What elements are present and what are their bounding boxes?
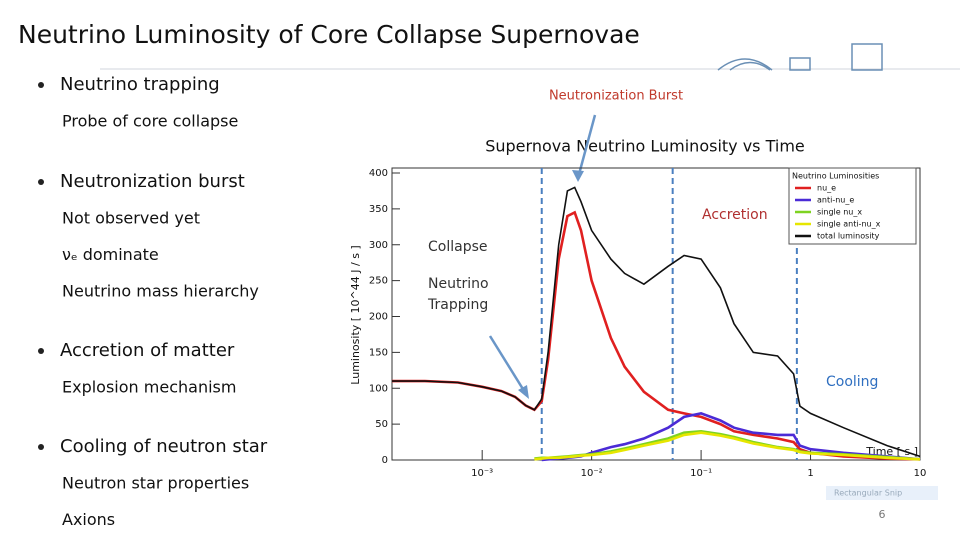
y-tick-label: 100 <box>369 383 388 394</box>
y-tick-label: 250 <box>369 276 388 287</box>
x-tick-label: 1 <box>807 468 813 479</box>
x-tick-label: 10⁻³ <box>471 468 493 479</box>
series-line <box>534 431 921 461</box>
bullet-text: Cooling of neutron star <box>60 436 268 457</box>
legend-label: anti-nu_e <box>817 196 854 205</box>
arrow-head <box>518 385 529 399</box>
sub-bullet-text: νₑ dominate <box>62 245 159 264</box>
sub-bullet-text: Axions <box>62 510 115 529</box>
x-tick-label: 10⁻² <box>581 468 603 479</box>
sub-bullet-text: Explosion mechanism <box>62 378 236 397</box>
sub-bullet-text: Neutron star properties <box>62 474 249 493</box>
annotation: Neutronization Burst <box>549 89 683 104</box>
slide-title: Neutrino Luminosity of Core Collapse Sup… <box>18 20 640 49</box>
x-tick-label: 10⁻¹ <box>690 468 712 479</box>
legend-label: nu_e <box>817 184 836 193</box>
page-number: 6 <box>879 508 886 521</box>
snip-label: Rectangular Snip <box>834 489 902 498</box>
y-tick-label: 300 <box>369 240 388 251</box>
legend-label: single nu_x <box>817 208 862 217</box>
arrow-head <box>572 170 584 182</box>
chart-title: Supernova Neutrino Luminosity vs Time <box>485 137 805 156</box>
legend-title: Neutrino Luminosities <box>792 172 879 181</box>
x-tick-label: 10 <box>914 468 927 479</box>
y-tick-label: 150 <box>369 347 388 358</box>
logo <box>717 43 883 71</box>
bullet-text: Accretion of matter <box>60 340 235 361</box>
snip-box <box>826 486 938 500</box>
annotation: Cooling <box>826 374 878 390</box>
bullet-dot <box>38 82 44 88</box>
y-tick-label: 0 <box>382 455 388 466</box>
annotation: Accretion <box>702 207 768 223</box>
bullet-dot <box>38 444 44 450</box>
series-line <box>392 186 921 458</box>
bullet-text: Neutrino trapping <box>60 74 220 95</box>
plot-frame <box>391 167 921 461</box>
arrow <box>488 335 528 395</box>
bullet-text: Neutronization burst <box>60 171 245 192</box>
sub-bullet-text: Not observed yet <box>62 209 200 228</box>
annotation: Neutrino <box>428 276 489 292</box>
bullet-dot <box>38 179 44 185</box>
y-tick-label: 350 <box>369 204 388 215</box>
y-tick-label: 200 <box>369 312 388 323</box>
legend-label: single anti-nu_x <box>817 220 881 229</box>
legend-box <box>788 167 917 245</box>
annotation: Collapse <box>428 239 488 255</box>
sub-bullet-text: Probe of core collapse <box>62 112 238 131</box>
y-tick-label: 400 <box>369 168 388 179</box>
bullet-dot <box>38 348 44 354</box>
y-axis-label: Luminosity [ 10^44 J / s ] <box>349 245 362 384</box>
legend-label: total luminosity <box>817 232 880 241</box>
y-tick-label: 50 <box>375 419 388 430</box>
sub-bullet-text: Neutrino mass hierarchy <box>62 282 259 301</box>
annotation: Trapping <box>427 297 488 313</box>
